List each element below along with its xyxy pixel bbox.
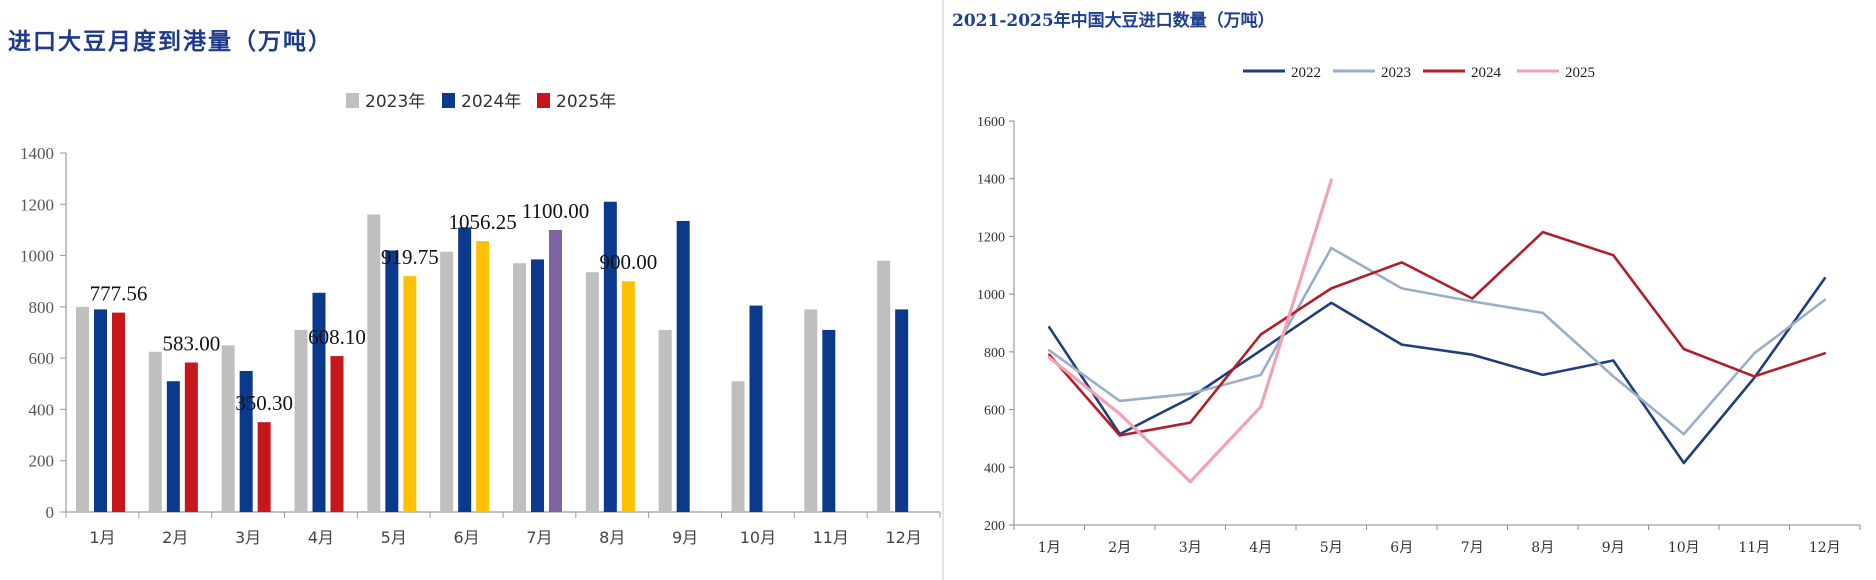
- left-x-tick-label: 10月: [740, 528, 776, 547]
- right-x-tick-label: 2月: [1108, 540, 1131, 556]
- bar-data-label: 777.56: [90, 282, 148, 306]
- bar-data-label: 900.00: [599, 250, 657, 274]
- right-x-tick-label: 4月: [1249, 540, 1272, 556]
- series-line-2022: [1048, 276, 1827, 465]
- right-y-tick-label: 400: [984, 461, 1005, 476]
- left-x-tick-label: 3月: [235, 528, 261, 547]
- left-x-tick-label: 5月: [381, 528, 407, 547]
- bar-2024年: [94, 309, 107, 512]
- right-y-tick-label: 1200: [977, 230, 1005, 245]
- right-x-tick-label: 8月: [1531, 540, 1554, 556]
- bar-2024年: [385, 250, 399, 512]
- bar-2025年: [476, 241, 490, 512]
- bar-2025年: [184, 362, 198, 512]
- legend-label: 2023年: [365, 92, 425, 112]
- right-y-tick-label: 1000: [977, 288, 1005, 303]
- bar-2023年: [294, 329, 308, 512]
- left-y-tick-label: 1400: [20, 144, 54, 163]
- bar-2024年: [312, 292, 326, 512]
- left-y-tick-label: 400: [29, 400, 55, 419]
- left-y-tick-label: 800: [29, 298, 55, 317]
- left-x-tick-label: 12月: [885, 528, 921, 547]
- right-x-tick-label: 12月: [1809, 540, 1841, 556]
- right-x-tick-label: 11月: [1738, 540, 1770, 556]
- right-x-tick-label: 5月: [1320, 540, 1343, 556]
- bar-2024年: [458, 227, 472, 512]
- bar-2024年: [895, 309, 909, 512]
- right-x-tick-label: 6月: [1390, 540, 1413, 556]
- bar-2023年: [585, 272, 599, 512]
- bar-data-label: 350.30: [235, 391, 293, 415]
- bar-2023年: [76, 306, 89, 512]
- left-y-tick-label: 600: [29, 349, 55, 368]
- series-line-2024: [1048, 230, 1827, 437]
- bar-2023年: [440, 251, 454, 512]
- bar-2023年: [148, 351, 162, 512]
- right-x-tick-label: 7月: [1461, 540, 1484, 556]
- left-y-tick-label: 0: [46, 503, 55, 522]
- legend-swatch-2023年: [346, 93, 359, 108]
- legend-label: 2025: [1565, 65, 1595, 81]
- bar-2025年: [330, 356, 344, 512]
- left-x-tick-label: 6月: [453, 528, 479, 547]
- bar-2024年: [239, 370, 253, 512]
- right-x-tick-label: 3月: [1179, 540, 1202, 556]
- panel-divider: [942, 0, 944, 580]
- legend-swatch-2025年: [537, 93, 550, 108]
- right-x-tick-label: 10月: [1668, 540, 1700, 556]
- left-x-tick-label: 11月: [813, 528, 849, 547]
- left-y-tick-label: 200: [29, 452, 55, 471]
- bar-2025年: [112, 312, 125, 512]
- legend-label: 2025年: [556, 92, 616, 112]
- right-x-tick-label: 9月: [1602, 540, 1625, 556]
- right-y-tick-label: 200: [984, 519, 1005, 534]
- bar-data-label: 608.10: [308, 325, 366, 349]
- left-x-tick-label: 9月: [672, 528, 698, 547]
- left-x-tick-label: 1月: [89, 528, 115, 547]
- series-line-2023: [1048, 246, 1827, 436]
- right-y-tick-label: 600: [984, 404, 1005, 419]
- bar-data-label: 1056.25: [449, 210, 517, 234]
- bar-2025年: [403, 276, 417, 512]
- right-chart-title: 2021-2025年中国大豆进口数量（万吨）: [952, 11, 1275, 31]
- legend-label: 2024年: [461, 92, 521, 112]
- legend-label: 2023: [1381, 65, 1411, 81]
- bar-data-label: 1100.00: [522, 199, 589, 223]
- bar-2024年: [166, 381, 180, 512]
- left-x-tick-label: 2月: [162, 528, 188, 547]
- bar-2023年: [731, 381, 745, 512]
- legend-label: 2022: [1291, 65, 1321, 81]
- left-y-tick-label: 1200: [20, 195, 54, 214]
- left-x-tick-label: 4月: [308, 528, 334, 547]
- bar-2023年: [658, 329, 672, 512]
- left-x-tick-label: 7月: [526, 528, 552, 547]
- bar-2024年: [749, 305, 763, 512]
- bar-2023年: [367, 214, 381, 513]
- right-y-tick-label: 800: [984, 346, 1005, 361]
- bar-data-label: 919.75: [381, 245, 439, 269]
- bar-2024年: [531, 259, 544, 512]
- bar-2024年: [676, 220, 690, 513]
- left-x-tick-label: 8月: [599, 528, 625, 547]
- bar-2023年: [877, 260, 891, 512]
- bar-2024年: [603, 201, 617, 512]
- bar-2023年: [221, 345, 235, 512]
- bar-data-label: 583.00: [162, 332, 220, 356]
- right-x-tick-label: 1月: [1038, 540, 1061, 556]
- legend-swatch-2024年: [442, 93, 455, 108]
- right-y-tick-label: 1600: [977, 115, 1005, 130]
- bar-2025年: [257, 422, 271, 512]
- bar-2023年: [513, 263, 526, 512]
- bar-2024年: [822, 329, 836, 512]
- series-line-2025: [1047, 178, 1333, 484]
- bar-2023年: [804, 309, 818, 512]
- right-y-tick-label: 1400: [977, 173, 1005, 188]
- left-y-tick-label: 1000: [20, 247, 54, 266]
- bar-2025年: [621, 281, 635, 512]
- bar-2025年: [549, 229, 562, 512]
- left-chart-title: 进口大豆月度到港量（万吨）: [8, 28, 333, 55]
- legend-label: 2024: [1471, 65, 1502, 81]
